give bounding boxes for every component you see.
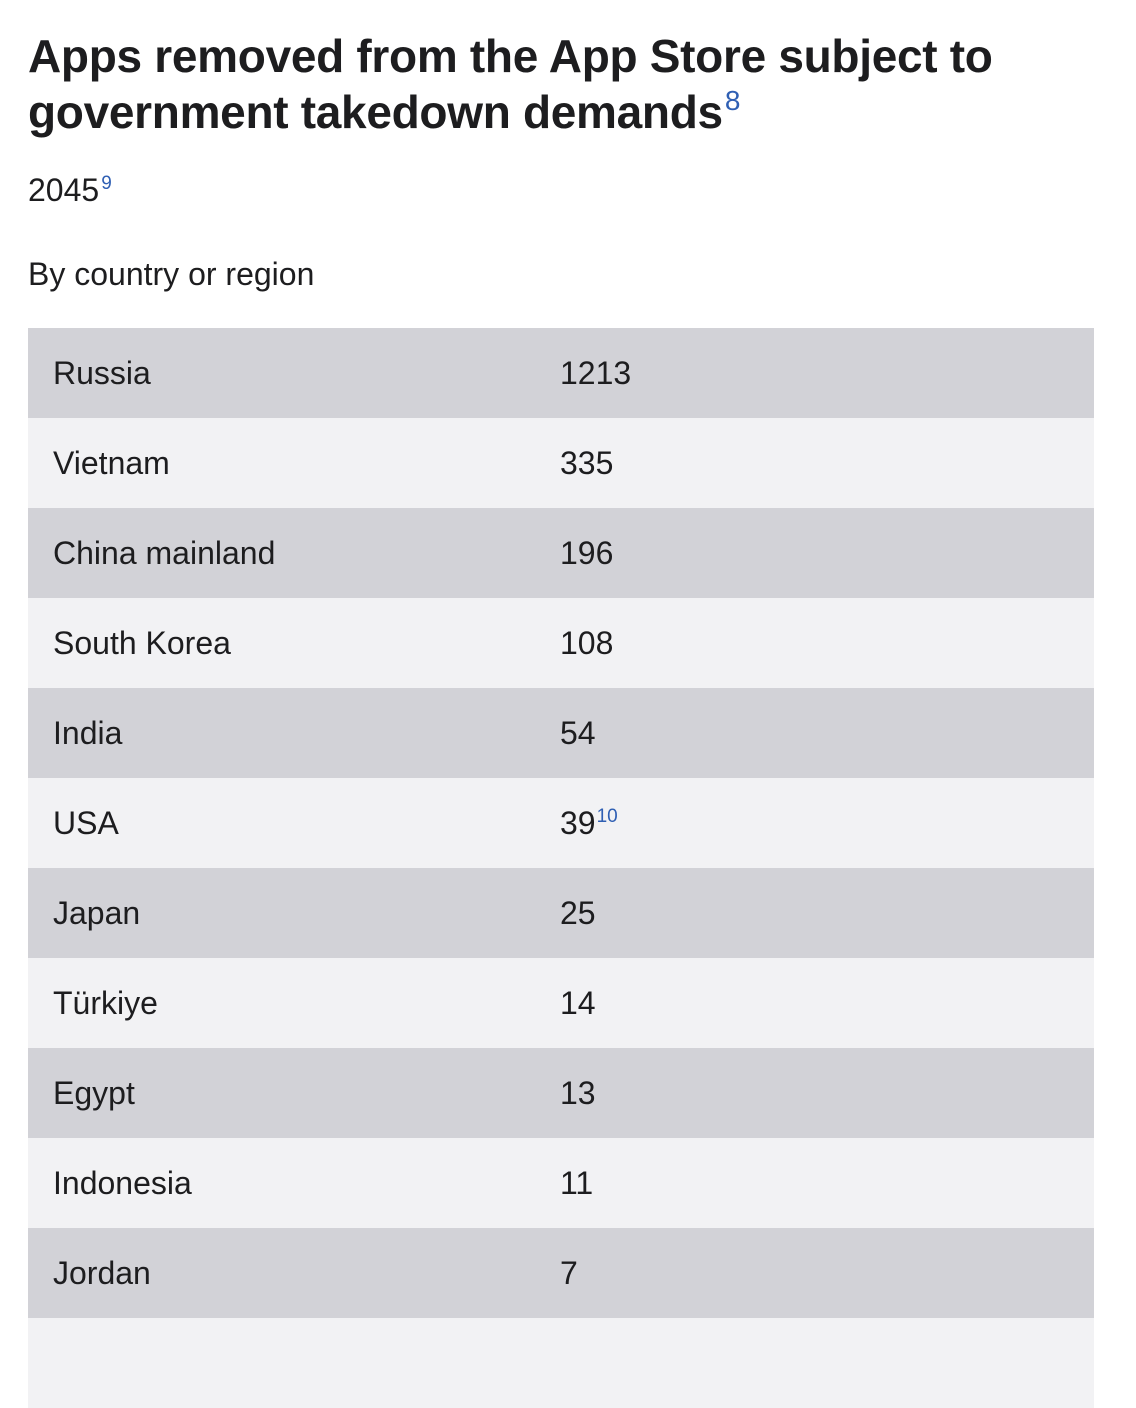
count-cell: 54 <box>560 715 1094 752</box>
count-value: 39 <box>560 804 596 841</box>
table-row: Russia 1213 <box>28 328 1094 418</box>
count-value: 335 <box>560 444 614 481</box>
table-row: India 54 <box>28 688 1094 778</box>
section-title: Apps removed from the App Store subject … <box>28 0 1094 140</box>
count-cell: 1213 <box>560 355 1094 392</box>
count-cell: 13 <box>560 1075 1094 1112</box>
count-value: 1213 <box>560 354 632 391</box>
table-row: Indonesia 11 <box>28 1138 1094 1228</box>
count-footnote-link[interactable]: 10 <box>596 805 618 827</box>
country-cell: Indonesia <box>53 1164 192 1201</box>
count-cell: 11 <box>560 1165 1094 1202</box>
table-row: Egypt 13 <box>28 1048 1094 1138</box>
country-cell: Russia <box>53 354 151 391</box>
count-value: 14 <box>560 984 596 1021</box>
count-value: 11 <box>560 1164 594 1201</box>
country-cell: Vietnam <box>53 444 170 481</box>
country-cell: USA <box>53 804 119 841</box>
count-value: 54 <box>560 714 596 751</box>
table-row: Vietnam 335 <box>28 418 1094 508</box>
total-count-value: 2045 <box>28 172 100 208</box>
table-row: Japan 25 <box>28 868 1094 958</box>
table-row: China mainland 196 <box>28 508 1094 598</box>
count-cell: 108 <box>560 625 1094 662</box>
table-row: South Korea 108 <box>28 598 1094 688</box>
table-row: USA 3910 <box>28 778 1094 868</box>
table-row <box>28 1318 1094 1408</box>
country-table: Russia 1213 Vietnam 335 China mainland 196 Sou… <box>28 328 1094 1408</box>
count-value: 13 <box>560 1074 596 1111</box>
count-cell: 335 <box>560 445 1094 482</box>
table-caption: By country or region <box>28 256 315 292</box>
total-count: 2045 9 <box>28 170 1094 210</box>
section-title-text: Apps removed from the App Store subject … <box>28 30 993 138</box>
table-row: Türkiye 14 <box>28 958 1094 1048</box>
count-cell: 196 <box>560 535 1094 572</box>
title-footnote-link[interactable]: 8 <box>724 85 741 116</box>
country-cell: Egypt <box>53 1074 135 1111</box>
country-cell: South Korea <box>53 624 231 661</box>
count-cell: 7 <box>560 1255 1094 1292</box>
country-cell: Japan <box>53 894 141 931</box>
country-cell: Jordan <box>53 1254 151 1291</box>
takedown-section: Apps removed from the App Store subject … <box>28 0 1094 294</box>
country-cell: China mainland <box>53 534 276 571</box>
table-row: Jordan 7 <box>28 1228 1094 1318</box>
country-cell: Türkiye <box>53 984 158 1021</box>
count-value: 196 <box>560 534 614 571</box>
count-cell: 14 <box>560 985 1094 1022</box>
total-footnote-link[interactable]: 9 <box>101 173 112 194</box>
country-cell: India <box>53 714 123 751</box>
count-value: 25 <box>560 894 596 931</box>
count-cell: 25 <box>560 895 1094 932</box>
count-value: 7 <box>560 1254 578 1291</box>
count-cell: 3910 <box>560 805 1094 842</box>
count-value: 108 <box>560 624 614 661</box>
